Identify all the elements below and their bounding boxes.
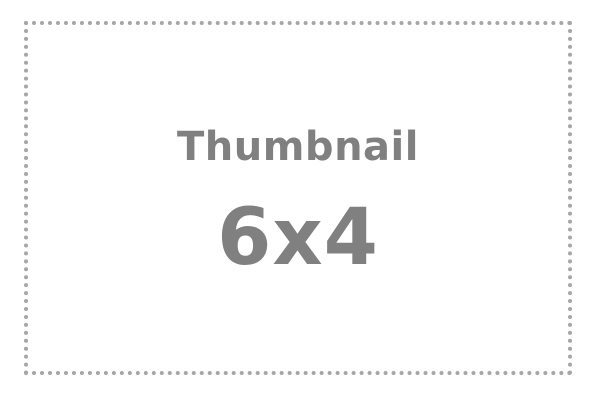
thumbnail-placeholder-frame: Thumbnail 6x4 [24,21,572,375]
placeholder-dimensions: 6x4 [217,193,379,283]
placeholder-content: Thumbnail 6x4 [28,25,568,371]
placeholder-title: Thumbnail [177,124,419,170]
